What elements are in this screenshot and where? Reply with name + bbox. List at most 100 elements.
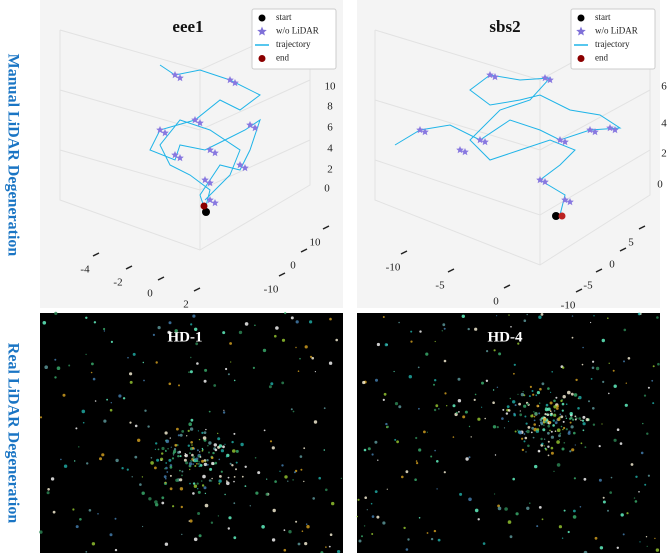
- point: [559, 414, 561, 416]
- point: [536, 525, 538, 527]
- point: [553, 471, 554, 472]
- point: [568, 431, 570, 433]
- point: [254, 325, 256, 327]
- point: [226, 456, 228, 458]
- point: [468, 328, 470, 330]
- point: [592, 407, 595, 410]
- point: [194, 538, 198, 542]
- point: [524, 440, 526, 442]
- point: [291, 408, 293, 410]
- point: [571, 393, 574, 396]
- point: [197, 512, 200, 515]
- point: [569, 450, 571, 452]
- point: [222, 445, 225, 448]
- point: [173, 454, 174, 455]
- point: [142, 526, 143, 527]
- point: [532, 394, 534, 396]
- point: [553, 400, 556, 403]
- point: [196, 362, 199, 365]
- point: [306, 525, 309, 528]
- point: [219, 444, 222, 447]
- point: [434, 409, 436, 411]
- point: [191, 444, 193, 446]
- point: [590, 322, 591, 323]
- point: [418, 448, 421, 451]
- point: [218, 515, 219, 516]
- point: [547, 446, 549, 448]
- point: [204, 486, 207, 489]
- point: [469, 456, 471, 458]
- point: [181, 506, 183, 508]
- point: [444, 392, 446, 394]
- point: [155, 442, 157, 444]
- point: [180, 455, 182, 457]
- point: [193, 482, 195, 484]
- point: [295, 347, 296, 348]
- point: [646, 433, 648, 435]
- point: [142, 492, 145, 495]
- point: [518, 403, 521, 406]
- point: [575, 379, 577, 381]
- point: [195, 342, 198, 345]
- point: [325, 546, 327, 548]
- point: [523, 405, 526, 408]
- point: [165, 478, 167, 480]
- point: [533, 423, 536, 426]
- legend-label: w/o LiDAR: [595, 26, 638, 36]
- point: [396, 440, 399, 443]
- point: [414, 478, 417, 481]
- point: [534, 416, 536, 418]
- point: [514, 364, 516, 366]
- point: [139, 483, 142, 486]
- legend-marker: [578, 15, 585, 22]
- point: [621, 513, 624, 516]
- point: [219, 475, 222, 478]
- point: [524, 319, 527, 322]
- point: [444, 360, 447, 363]
- point: [436, 488, 437, 489]
- point: [608, 393, 610, 395]
- point: [188, 422, 192, 426]
- point: [508, 409, 511, 412]
- point: [462, 415, 465, 418]
- point: [314, 420, 317, 423]
- point: [497, 387, 498, 388]
- point: [127, 469, 129, 471]
- point: [550, 392, 551, 393]
- point: [562, 538, 563, 539]
- point: [367, 509, 368, 510]
- point: [300, 469, 302, 471]
- point: [245, 466, 247, 468]
- point: [335, 339, 338, 342]
- point: [387, 426, 389, 428]
- point: [444, 471, 446, 473]
- point: [170, 466, 173, 469]
- point: [202, 475, 206, 479]
- point: [95, 400, 97, 402]
- point: [233, 433, 235, 435]
- point: [383, 316, 385, 318]
- point: [156, 361, 158, 363]
- point: [300, 455, 303, 458]
- point: [203, 436, 207, 440]
- point: [493, 425, 496, 428]
- point: [446, 405, 447, 406]
- point: [274, 480, 277, 483]
- point: [281, 382, 284, 385]
- point: [453, 404, 456, 407]
- point: [74, 460, 75, 461]
- point: [305, 345, 308, 348]
- point: [170, 437, 171, 438]
- point: [398, 405, 401, 408]
- point: [526, 423, 528, 425]
- point: [657, 363, 660, 366]
- point: [537, 428, 540, 431]
- point: [233, 536, 236, 539]
- point: [583, 429, 585, 431]
- point: [208, 441, 211, 444]
- point: [574, 393, 578, 397]
- point: [99, 457, 102, 460]
- point: [600, 546, 603, 549]
- point: [510, 398, 511, 399]
- point: [566, 428, 568, 430]
